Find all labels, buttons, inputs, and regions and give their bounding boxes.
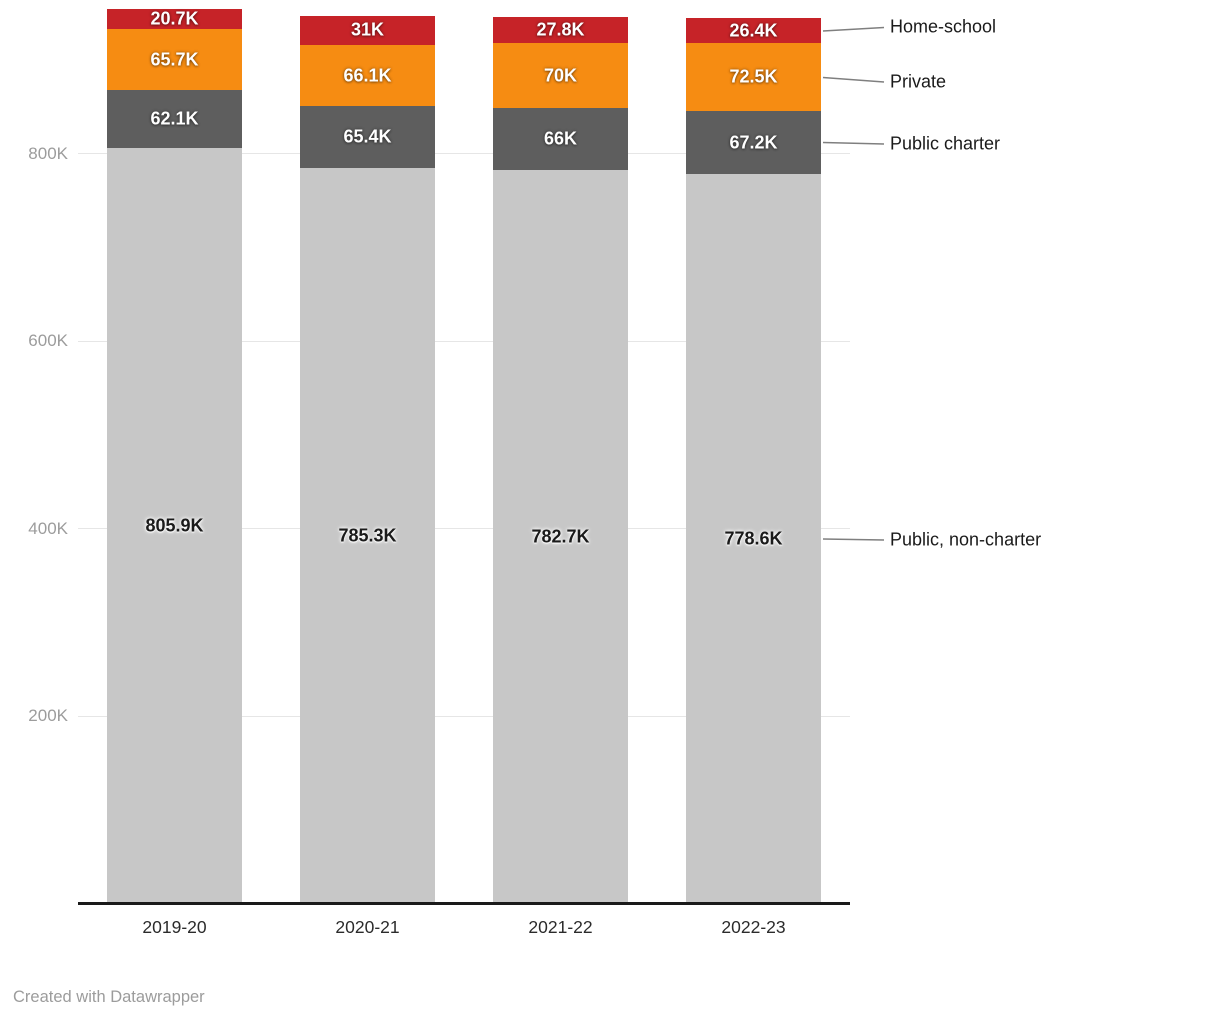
bar-value-label: 26.4K (729, 20, 778, 41)
bar-value-label: 778.6K (724, 528, 783, 549)
legend-label-public-charter: Public charter (890, 133, 1001, 154)
x-axis-line (78, 902, 850, 905)
legend-label-home-school: Home-school (890, 16, 997, 37)
gridline-800K (78, 153, 850, 155)
gridline-200K (78, 715, 850, 717)
legend-label-public-non-charter: Public, non-charter (890, 529, 1042, 550)
x-axis-category-label: 2019-20 (142, 917, 207, 937)
bar-segment-private-2020-21[interactable] (300, 44, 435, 107)
bar-segment-private-2021-22[interactable] (493, 42, 628, 109)
legend-connector-home-school (822, 26, 885, 32)
legend-connector-public-charter (822, 141, 885, 145)
bar-segment-home-school-2022-23[interactable] (686, 18, 821, 44)
y-axis-tick-label: 600K (28, 331, 68, 351)
bar-value-label: 785.3K (338, 525, 397, 546)
bar-value-label: 65.7K (150, 49, 199, 69)
bar-value-label: 62.1K (150, 108, 199, 129)
bar-value-label: 20.7K (150, 8, 199, 29)
bar-segment-home-school-2021-22[interactable] (493, 16, 628, 43)
bar-value-label: 805.9K (145, 515, 204, 536)
bar-value-label: 72.5K (729, 66, 778, 87)
datawrapper-attribution-link[interactable]: Created with Datawrapper (13, 988, 205, 1006)
gridline-400K (78, 528, 850, 530)
legend-connector-private (822, 76, 885, 83)
bar-segment-public-charter-2019-20[interactable] (107, 90, 242, 149)
bar-segment-public-charter-2021-22[interactable] (493, 108, 628, 171)
bar-segment-public-non-charter-2021-22[interactable] (493, 170, 628, 904)
bar-value-label: 65.4K (343, 126, 392, 147)
x-axis-category-label: 2022-23 (721, 917, 786, 937)
bar-segment-public-non-charter-2022-23[interactable] (686, 174, 821, 904)
bar-value-label: 67.2K (729, 132, 778, 153)
bar-segment-public-non-charter-2020-21[interactable] (300, 167, 435, 904)
bar-value-label: 70K (543, 65, 578, 86)
bar-segment-private-2022-23[interactable] (686, 43, 821, 112)
legend-connector-public-non-charter (822, 538, 885, 541)
legend-label-private: Private (890, 71, 947, 92)
bar-segment-private-2019-20[interactable] (107, 28, 242, 91)
bar-segment-public-charter-2022-23[interactable] (686, 111, 821, 175)
y-axis-tick-label: 200K (28, 706, 68, 726)
bar-value-label: 782.7K (531, 526, 590, 547)
bar-value-label: 66.1K (343, 65, 392, 86)
gridline-600K (78, 340, 850, 342)
y-axis-tick-label: 400K (28, 518, 68, 538)
y-axis-tick-label: 800K (28, 143, 68, 163)
x-axis-category-label: 2020-21 (335, 917, 400, 937)
bar-value-label: 66K (543, 128, 578, 149)
bar-segment-public-charter-2020-21[interactable] (300, 106, 435, 168)
bar-segment-public-non-charter-2019-20[interactable] (107, 148, 242, 904)
bar-value-label: 27.8K (536, 19, 585, 40)
bar-segment-home-school-2019-20[interactable] (107, 9, 242, 29)
bar-value-label: 31K (350, 19, 385, 40)
x-axis-category-label: 2021-22 (528, 917, 593, 937)
bar-segment-home-school-2020-21[interactable] (300, 15, 435, 45)
